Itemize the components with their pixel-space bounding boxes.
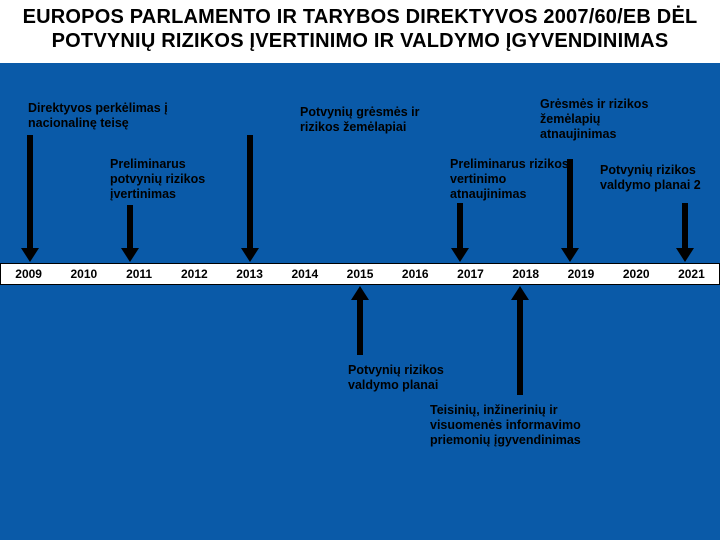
year-2014: 2014 <box>277 264 332 284</box>
diagram-canvas: Direktyvos perkėlimas į nacionalinę teis… <box>0 63 720 515</box>
label-implementation: Teisinių, inžinerinių ir visuomenės info… <box>430 403 630 447</box>
year-2011: 2011 <box>111 264 166 284</box>
label-transposition: Direktyvos perkėlimas į nacionalinę teis… <box>28 101 198 131</box>
label-maps-update: Grėsmės ir rizikos žemėlapių atnaujinima… <box>540 97 680 141</box>
year-2020: 2020 <box>609 264 664 284</box>
year-2012: 2012 <box>167 264 222 284</box>
title-bar: EUROPOS PARLAMENTO IR TARYBOS DIREKTYVOS… <box>0 0 720 63</box>
label-prelim-assessment: Preliminarus potvynių rizikos įvertinima… <box>110 157 240 201</box>
year-2017: 2017 <box>443 264 498 284</box>
year-2013: 2013 <box>222 264 277 284</box>
page-title: EUROPOS PARLAMENTO IR TARYBOS DIREKTYVOS… <box>10 6 710 53</box>
label-assessment-update: Preliminarus rizikos vertinimo atnaujini… <box>450 157 580 201</box>
year-2019: 2019 <box>553 264 608 284</box>
label-risk-plans: Potvynių rizikos valdymo planai <box>348 363 498 393</box>
year-2016: 2016 <box>388 264 443 284</box>
year-2009: 2009 <box>1 264 56 284</box>
year-2021: 2021 <box>664 264 719 284</box>
year-2010: 2010 <box>56 264 111 284</box>
timeline: 2009 2010 2011 2012 2013 2014 2015 2016 … <box>0 263 720 285</box>
year-2018: 2018 <box>498 264 553 284</box>
year-2015: 2015 <box>332 264 387 284</box>
label-hazard-maps: Potvynių grėsmės ir rizikos žemėlapiai <box>300 105 450 135</box>
label-plans-2: Potvynių rizikos valdymo planai 2 <box>600 163 720 193</box>
